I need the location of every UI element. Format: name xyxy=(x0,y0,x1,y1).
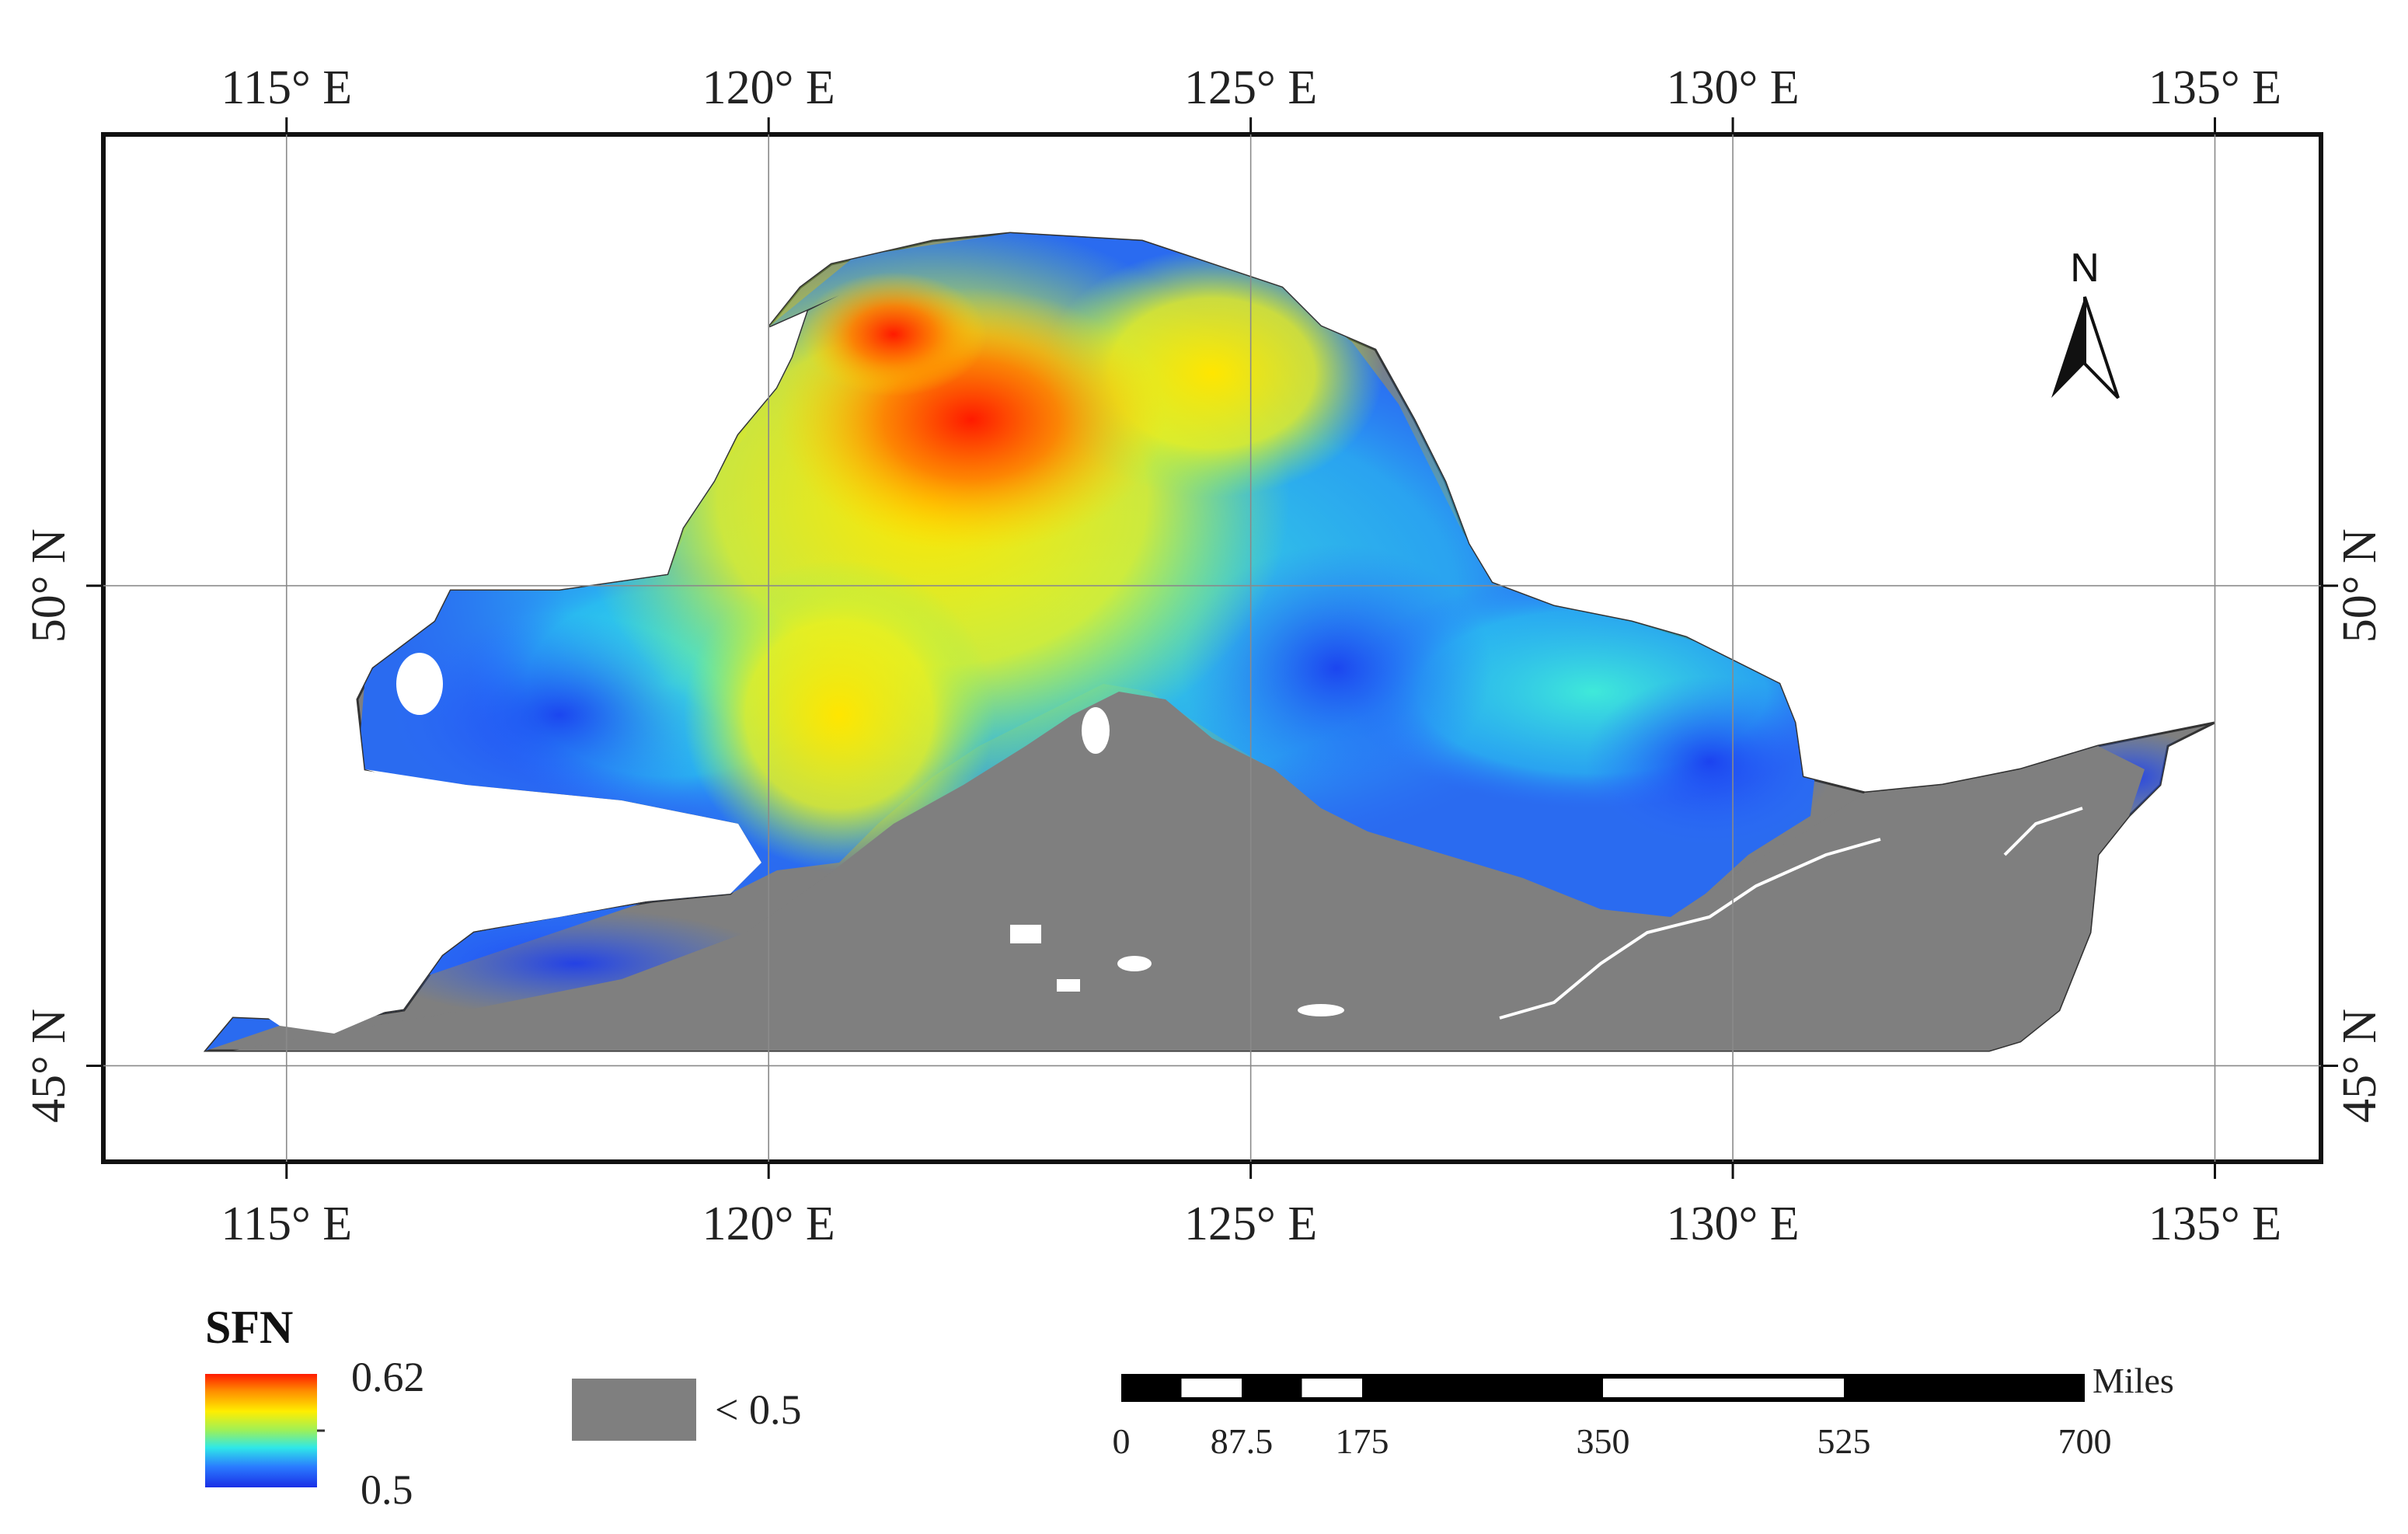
legend-title: SFN xyxy=(205,1302,293,1353)
lon-tick-label: 130° E xyxy=(1666,1198,1799,1250)
north-arrow-label: N xyxy=(2070,246,2100,291)
lon-tick-label: 130° E xyxy=(1666,61,1799,114)
lat-tick-label: 45° N xyxy=(2333,1009,2386,1123)
scale-bar-label: 525 xyxy=(1817,1421,1871,1461)
scale-bar-segment xyxy=(1302,1379,1362,1397)
longitude-labels-top: 115° E 120° E 125° E 130° E 135° E xyxy=(221,61,2281,114)
scale-bar-label: 175 xyxy=(1336,1421,1389,1461)
north-arrow: N xyxy=(2051,246,2120,399)
mask-swatch xyxy=(572,1379,696,1441)
graticule xyxy=(86,117,2338,1179)
scale-bar-segment xyxy=(1362,1379,1603,1397)
legend-min-label: 0.5 xyxy=(361,1466,413,1513)
mask-label: < 0.5 xyxy=(715,1386,801,1433)
lat-tick-label: 50° N xyxy=(2333,528,2386,643)
lon-tick-label: 120° E xyxy=(702,61,835,114)
scale-bar-segment xyxy=(1181,1379,1242,1397)
water-bodies xyxy=(256,653,2083,1034)
scale-bar-segment xyxy=(1242,1379,1302,1397)
scale-bar-label: 350 xyxy=(1577,1421,1630,1461)
scale-bar-label: 0 xyxy=(1113,1421,1131,1461)
lat-tick-label: 50° N xyxy=(23,528,75,643)
lat-tick-label: 45° N xyxy=(23,1009,75,1123)
north-arrow-icon xyxy=(2051,296,2120,399)
scale-unit: Miles xyxy=(2093,1361,2174,1400)
scale-bar: Miles 0 87.5 175 350 525 700 xyxy=(1113,1361,2174,1461)
lon-tick-label: 115° E xyxy=(221,1198,352,1250)
longitude-labels-bottom: 115° E 120° E 125° E 130° E 135° E xyxy=(221,1198,2281,1250)
legend-max-label: 0.62 xyxy=(351,1354,425,1400)
lon-tick-label: 125° E xyxy=(1184,1198,1317,1250)
lon-tick-label: 115° E xyxy=(221,61,352,114)
lon-tick-label: 135° E xyxy=(2148,61,2281,114)
legend: SFN 0.62 0.5 < 0.5 xyxy=(205,1302,801,1513)
latitude-labels-right: 50° N 45° N xyxy=(2333,528,2386,1123)
scale-bar-label: 700 xyxy=(2058,1421,2112,1461)
scale-bar-segment xyxy=(1844,1379,2085,1397)
sfn-colorbar xyxy=(205,1374,317,1487)
lon-tick-label: 120° E xyxy=(702,1198,835,1250)
scale-bar-segment xyxy=(1603,1379,1844,1397)
scale-bar-label: 87.5 xyxy=(1211,1421,1274,1461)
lon-tick-label: 125° E xyxy=(1184,61,1317,114)
lon-tick-label: 135° E xyxy=(2148,1198,2281,1250)
latitude-labels-left: 50° N 45° N xyxy=(23,528,75,1123)
scale-bar-segment xyxy=(1121,1379,1182,1397)
